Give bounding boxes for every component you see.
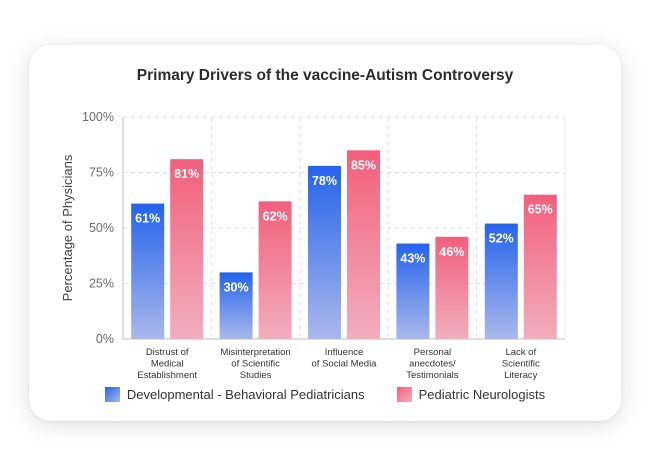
bar-neurologists: [523, 194, 557, 339]
y-tick-label: 100%: [82, 110, 114, 124]
x-tick-label-line: Testimonials: [406, 370, 459, 381]
bar-value-label: 61%: [135, 212, 160, 226]
legend-label-pediatricians: Developmental - Behavioral Pediatricians: [126, 387, 365, 402]
y-tick-label: 75%: [89, 166, 114, 180]
bar-pediatricians: [396, 243, 430, 339]
bar-neurologists: [347, 150, 380, 339]
bar-pediatricians: [131, 203, 165, 339]
bar-value-label: 78%: [312, 174, 337, 188]
y-tick-label: 25%: [89, 277, 114, 291]
bar-value-label: 52%: [489, 232, 514, 246]
legend: Developmental - Behavioral Pediatricians…: [0, 387, 650, 402]
bar-neurologists: [435, 236, 469, 339]
x-tick-label-line: Establishment: [137, 370, 197, 381]
legend-swatch-pediatricians: [104, 387, 120, 402]
x-tick-label: Distrust of Medical Establishment: [137, 347, 197, 381]
x-tick-label: Influence of Social Media: [312, 347, 378, 370]
x-tick-label: Lack of Scientific Literacy: [502, 347, 540, 381]
bar-value-label: 46%: [439, 245, 464, 259]
x-tick-label-line: Literacy: [504, 370, 538, 381]
chart-title: Primary Drivers of the vaccine-Autism Co…: [136, 67, 514, 84]
y-tick-label: 0%: [96, 332, 114, 346]
bar-pediatricians: [219, 272, 253, 339]
bar-neurologists: [258, 201, 292, 339]
x-tick-label-line: Influence: [325, 347, 364, 358]
x-tick-label-line: Studies: [240, 370, 272, 381]
x-tick-label-line: Lack of: [505, 347, 536, 358]
bar-value-label: 43%: [400, 252, 425, 266]
legend-label-neurologists: Pediatric Neurologists: [418, 387, 546, 402]
x-tick-label: Misinterpretation of Scientific Studies: [220, 347, 290, 381]
x-tick-label-line: of Social Media: [312, 359, 378, 370]
bar-value-label: 62%: [263, 209, 288, 223]
x-tick-label-line: Medical: [151, 359, 184, 370]
bar-value-label: 30%: [224, 280, 249, 294]
legend-item-pediatricians: Developmental - Behavioral Pediatricians: [104, 387, 365, 402]
bar-pediatricians: [308, 165, 341, 339]
bar-neurologists: [170, 159, 204, 339]
x-tick-label-line: of Scientific: [231, 359, 280, 370]
x-tick-label-line: Distrust of: [146, 347, 189, 358]
bar-pediatricians: [484, 223, 518, 339]
legend-swatch-neurologists: [396, 387, 412, 402]
x-tick-label-line: Scientific: [502, 359, 540, 370]
bar-value-label: 65%: [528, 203, 553, 217]
x-tick-label-line: Misinterpretation: [220, 347, 290, 358]
x-tick-label-line: anecdotes/: [409, 359, 456, 370]
x-tick-label-line: Personal: [414, 347, 452, 358]
bar-value-label: 85%: [351, 158, 376, 172]
legend-item-neurologists: Pediatric Neurologists: [396, 387, 546, 402]
y-axis-label: Percentage of Physicians: [60, 154, 75, 301]
x-tick-label: Personal anecdotes/Testimonials: [406, 347, 459, 381]
y-tick-label: 50%: [89, 221, 114, 235]
bar-value-label: 81%: [174, 167, 199, 181]
